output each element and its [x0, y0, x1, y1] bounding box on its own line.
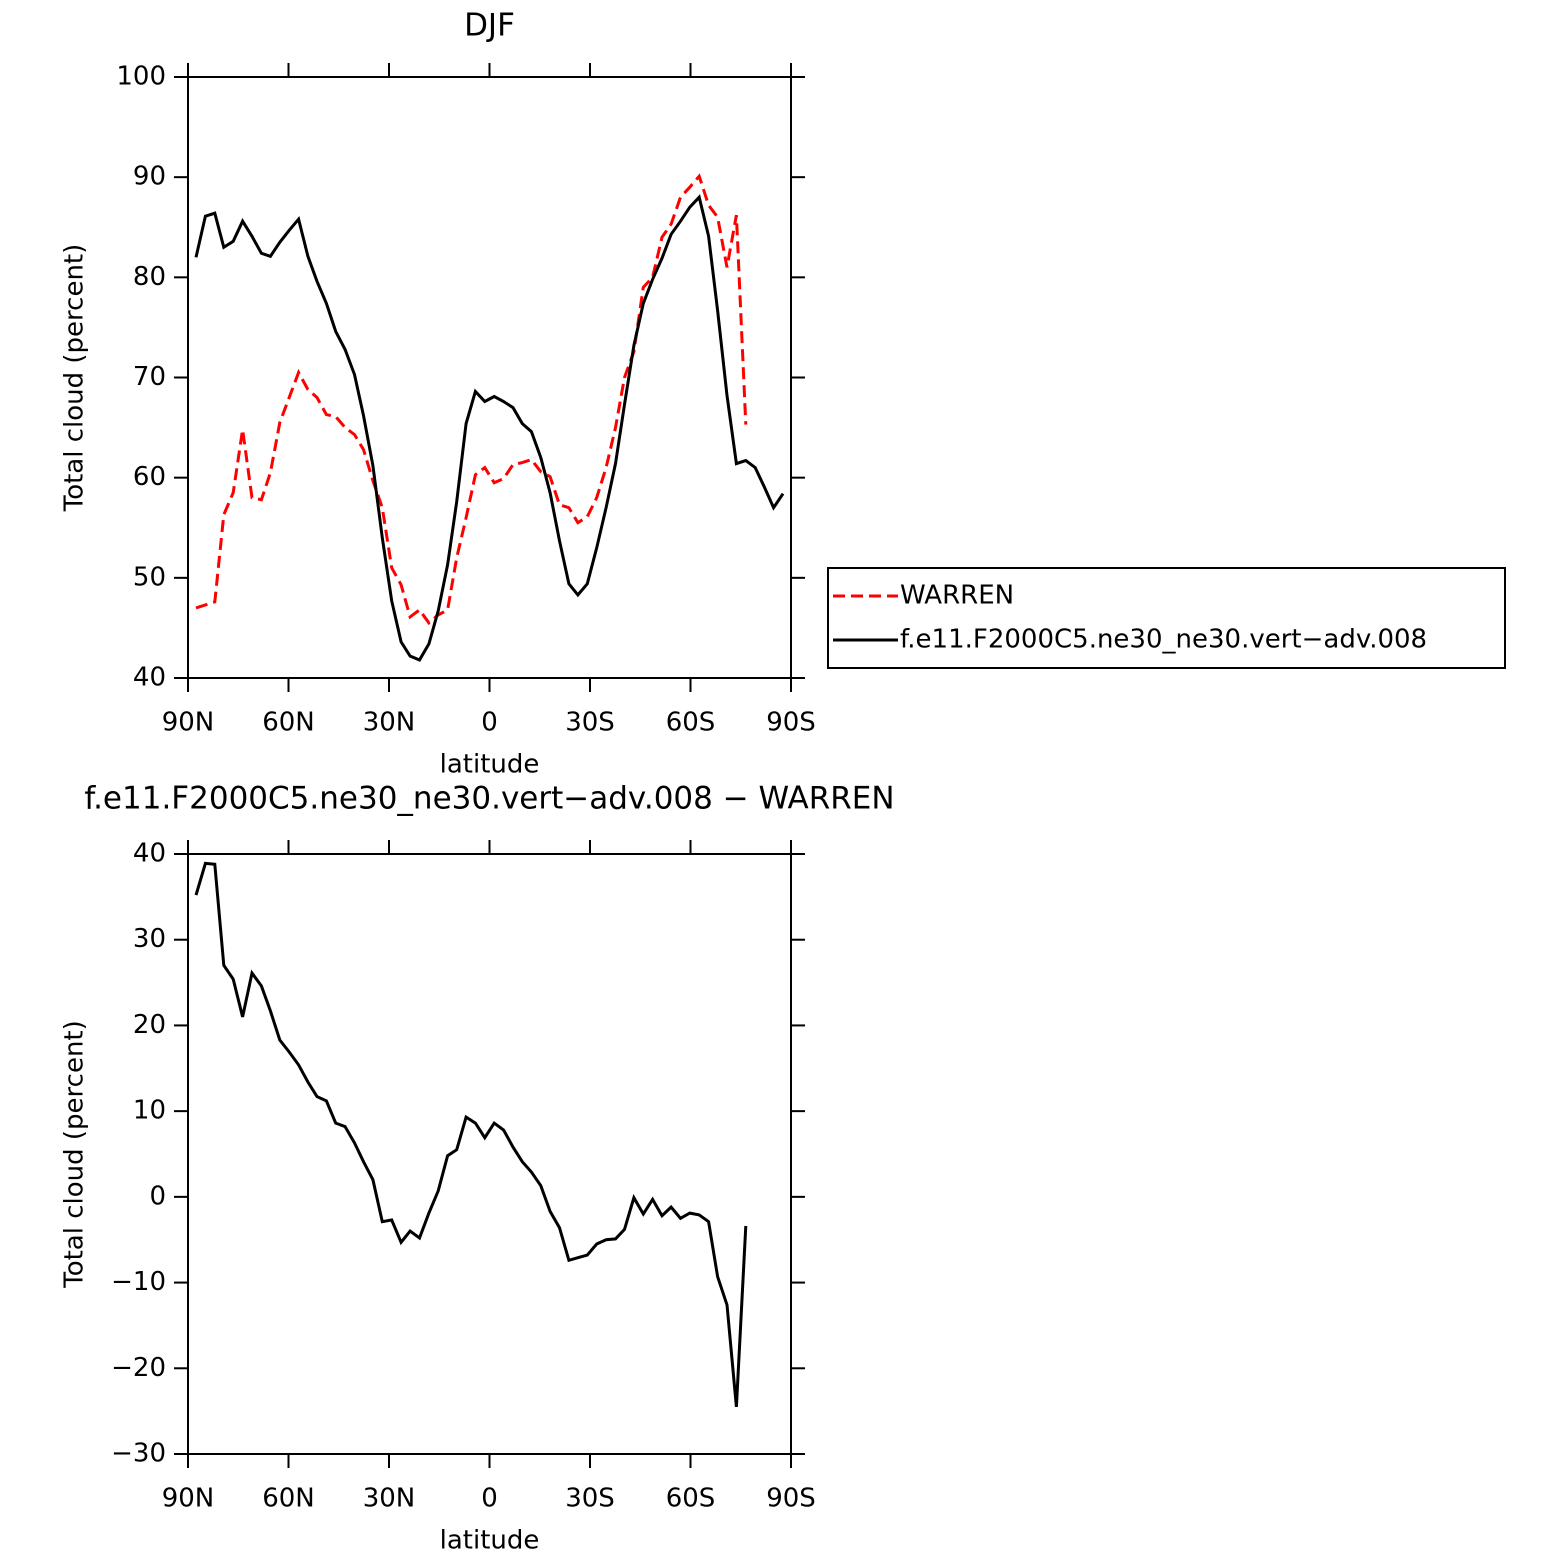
legend-label: f.e11.F2000C5.ne30_ne30.vert−adv.008	[900, 625, 1427, 655]
data-line	[195, 173, 748, 626]
x-tick-label: 90S	[766, 1484, 816, 1514]
y-tick-label: 100	[116, 62, 166, 92]
y-tick-label: 0	[149, 1181, 166, 1211]
y-axis-label: Total cloud (percent)	[60, 244, 90, 513]
x-tick-label: 30S	[565, 1484, 615, 1514]
x-tick-label: 60S	[666, 1484, 716, 1514]
y-tick-label: 50	[133, 562, 166, 592]
x-tick-label: 60N	[262, 708, 315, 738]
x-tick-label: 0	[481, 708, 498, 738]
y-tick-label: 80	[133, 262, 166, 292]
y-tick-label: 30	[133, 924, 166, 954]
chart-title: DJF	[464, 8, 515, 44]
plot-frame	[187, 76, 792, 679]
y-tick-label: −10	[111, 1267, 166, 1297]
y-tick-label: 90	[133, 162, 166, 192]
x-tick-label: 90S	[766, 708, 816, 738]
x-axis-label: latitude	[440, 1526, 540, 1556]
x-tick-label: 0	[481, 1484, 498, 1514]
y-tick-label: −30	[111, 1439, 166, 1469]
x-tick-label: 60N	[262, 1484, 315, 1514]
data-line	[194, 194, 785, 662]
x-tick-label: 90N	[162, 708, 215, 738]
y-axis-label: Total cloud (percent)	[60, 1020, 90, 1289]
y-tick-label: 40	[133, 839, 166, 869]
legend-label: WARREN	[900, 581, 1014, 611]
x-tick-label: 30N	[363, 1484, 416, 1514]
y-tick-label: 70	[133, 362, 166, 392]
x-tick-label: 30S	[565, 708, 615, 738]
x-tick-label: 60S	[666, 708, 716, 738]
x-axis-label: latitude	[440, 750, 540, 780]
x-tick-label: 90N	[162, 1484, 215, 1514]
legend-box	[827, 567, 1506, 669]
plot-frame	[187, 853, 792, 1455]
y-tick-label: 40	[133, 663, 166, 693]
data-line	[194, 861, 748, 1408]
chart-title: f.e11.F2000C5.ne30_ne30.vert−adv.008 − W…	[84, 781, 894, 817]
y-tick-label: −20	[111, 1353, 166, 1383]
y-tick-label: 60	[133, 462, 166, 492]
x-tick-label: 30N	[363, 708, 416, 738]
y-tick-label: 20	[133, 1010, 166, 1040]
y-tick-label: 10	[133, 1096, 166, 1126]
